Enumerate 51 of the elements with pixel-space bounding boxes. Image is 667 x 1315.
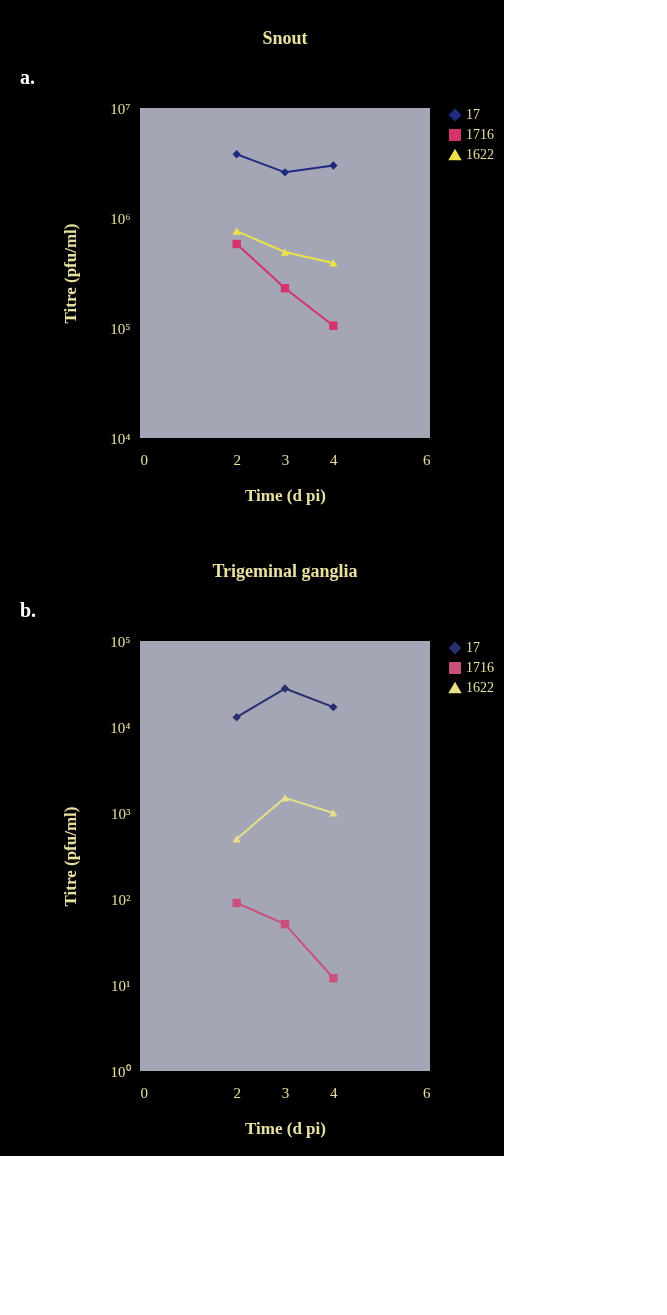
x-tick-label: 4 bbox=[330, 1084, 339, 1101]
x-tick-label: 0 bbox=[140, 1084, 148, 1101]
point bbox=[280, 919, 290, 929]
point bbox=[329, 974, 338, 983]
y-tick-label: 10⁴ bbox=[110, 430, 131, 447]
x-tick-label: 3 bbox=[281, 1084, 290, 1101]
text: b. bbox=[20, 599, 37, 621]
point bbox=[232, 239, 241, 249]
x-axis-title: Time (d pi) bbox=[245, 485, 326, 505]
y-tick-label: 10¹ bbox=[111, 977, 131, 994]
point bbox=[232, 898, 241, 908]
point bbox=[329, 259, 338, 267]
point bbox=[329, 809, 338, 817]
point bbox=[329, 161, 338, 170]
point bbox=[280, 248, 290, 256]
y-tick-label: 10⁴ bbox=[110, 719, 131, 736]
point bbox=[280, 684, 290, 693]
point bbox=[232, 835, 241, 843]
y-tick-label: 10⁵ bbox=[110, 633, 131, 650]
legend-label: 1716 bbox=[466, 127, 494, 142]
text: a. bbox=[20, 66, 35, 88]
x-tick-label: 2 bbox=[233, 1084, 241, 1101]
x-tick-label: 6 bbox=[423, 1084, 431, 1101]
y-tick-label: 10³ bbox=[111, 805, 131, 822]
y-axis-title: Titre (pfu/ml) bbox=[61, 223, 81, 324]
point bbox=[232, 227, 241, 235]
legend-label: 17 bbox=[466, 640, 480, 655]
y-tick-label: 10² bbox=[111, 891, 131, 908]
y-tick-label: 10⁵ bbox=[110, 320, 131, 337]
x-axis-title: Time (d pi) bbox=[245, 1118, 326, 1138]
x-tick-label: 6 bbox=[423, 451, 431, 468]
y-axis-title: Titre (pfu/ml) bbox=[61, 806, 81, 907]
legend-label: 1622 bbox=[466, 680, 494, 695]
y-tick-label: 10⁶ bbox=[110, 210, 131, 227]
x-tick-label: 3 bbox=[281, 451, 290, 468]
point bbox=[329, 321, 338, 330]
chart-title: Snout bbox=[262, 28, 308, 48]
point bbox=[232, 713, 241, 722]
legend-label: 1716 bbox=[466, 660, 494, 675]
point bbox=[232, 150, 241, 159]
point bbox=[280, 284, 290, 293]
legend-label: 1622 bbox=[466, 147, 494, 162]
chart-title: Trigeminal ganglia bbox=[212, 561, 358, 581]
x-tick-label: 2 bbox=[233, 451, 241, 468]
point bbox=[329, 703, 338, 712]
y-tick-label: 10⁷ bbox=[110, 100, 131, 117]
x-tick-label: 4 bbox=[330, 451, 339, 468]
y-tick-label: 10⁰ bbox=[110, 1063, 131, 1080]
point bbox=[280, 168, 290, 177]
legend-label: 17 bbox=[466, 107, 480, 122]
x-tick-label: 0 bbox=[140, 451, 148, 468]
